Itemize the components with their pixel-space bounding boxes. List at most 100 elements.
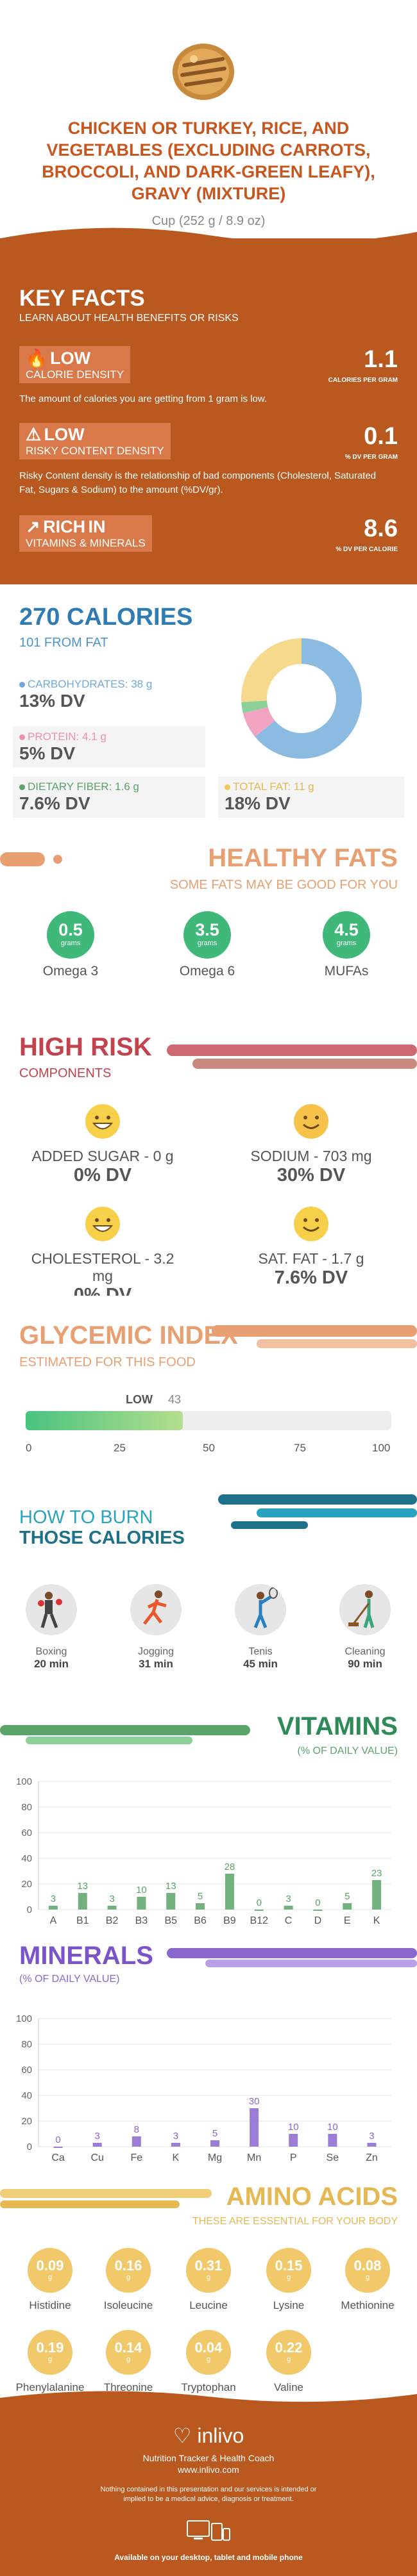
x-tick-label: B3 [135,1915,148,1926]
valine-value: 0.22 [275,2340,303,2356]
fat-circle: 4.5 grams [323,911,370,959]
vitamins-minerals-unit: % DV PER CALORIE [336,546,398,553]
heart-icon: ♡ [173,2424,192,2447]
vitamins-title: VITAMINS [277,1712,398,1740]
high-risk-title: HIGH RISK [19,1033,152,1061]
phenylalanine-value: 0.19 [36,2340,64,2356]
x-tick-label: C [285,1915,293,1926]
omega6-unit: grams [197,939,217,947]
minerals-title: MINERALS [19,1942,153,1970]
lysine-value: 0.15 [275,2258,303,2274]
x-tick-label: Mn [247,2152,261,2163]
amino-histidine: 0.09 g Histidine [12,2248,89,2312]
fire-icon: 🔥 [26,349,47,368]
glycemic-level: LOW [126,1393,153,1406]
glycemic-bar [26,1411,391,1430]
smile-face-icon [294,1104,328,1139]
decorative-banner [0,2189,212,2208]
histidine-name: Histidine [29,2299,71,2311]
amino-circle: 0.19 g [28,2330,72,2375]
vitamins-minerals-level: RICH [43,517,86,536]
x-tick-label: D [314,1915,322,1926]
amino-unit: g [47,2356,53,2363]
valine-name: Valine [274,2381,303,2393]
sodium-dv: 30% DV [277,1165,346,1185]
decorative-banner [167,1044,417,1069]
dumbbell-icon: ↗ [26,517,40,536]
omega3-unit: grams [60,939,81,947]
bar-value-label: 10 [327,2122,338,2133]
burn-title-2: THOSE CALORIES [19,1528,185,1548]
fat-mufas: 4.5 grams MUFAs [308,911,385,979]
isoleucine-name: Isoleucine [103,2299,153,2311]
y-tick-label: 0 [27,1904,32,1915]
mufas-unit: grams [336,939,357,947]
footer-tagline: Nutrition Tracker & Health Coach [142,2453,275,2463]
risk-cholesterol: CHOLESTEROL - 3.2 mg 0% DV [19,1206,186,1306]
amino-circle: 0.22 g [266,2330,311,2375]
y-tick-label: 40 [21,2090,32,2101]
bar-B6 [196,1903,205,1910]
amino-unit: g [206,2356,211,2363]
decorative-banner [167,1948,417,1967]
added-sugar-dv: 0% DV [73,1165,132,1185]
cleaning-minutes: 90 min [348,1658,382,1670]
vitamins-minerals-tag: ↗ RICH IN VITAMINS & MINERALS [19,515,152,552]
key-facts-subtitle: LEARN ABOUT HEALTH BENEFITS OR RISKS [19,313,239,324]
bar-value-label: 3 [173,2131,178,2142]
amino-tryptophan: 0.04 g Tryptophan [170,2330,247,2394]
x-tick-label: E [344,1915,351,1926]
risky-density-unit: % DV PER GRAM [345,454,398,461]
smile-face-icon [294,1207,328,1241]
vitamins-section: VITAMINS (% OF DAILY VALUE) 0 20 40 60 80 100… [0,1705,417,1942]
devices-icon [187,2520,230,2541]
calorie-density-label: CALORIE DENSITY [26,368,124,381]
x-tick-label: A [50,1915,57,1926]
y-tick-label: 80 [21,1802,32,1813]
fat-label: TOTAL FAT: 11 g [233,780,314,793]
bar-value-label: 3 [51,1894,56,1904]
minerals-subtitle: (% OF DAILY VALUE) [19,1974,120,1985]
x-tick-label: K [373,1915,380,1926]
bar-Mn [250,2108,259,2147]
risk-sodium: SODIUM - 703 mg 30% DV [228,1103,395,1186]
leucine-value: 0.31 [194,2258,223,2274]
calorie-density-level: LOW [50,349,91,368]
amino-unit: g [126,2274,131,2281]
footer-logo[interactable]: ♡ inlivo [0,2423,417,2448]
risky-density-tag: ⚠ LOW RISKY CONTENT DENSITY [19,423,171,459]
decorative-banner [212,1325,417,1348]
x-tick-label: Ca [51,2152,65,2163]
amino-circle: 0.16 g [106,2248,151,2293]
bullet-icon [19,784,25,790]
bullet-icon [19,682,25,688]
macro-protein: PROTEIN: 4.1 g 5% DV [13,727,205,768]
glycemic-tick: 50 [203,1442,215,1454]
fiber-label: DIETARY FIBER: 1.6 g [28,780,139,793]
boxing-minutes: 20 min [34,1658,69,1670]
x-tick-label: Zn [366,2152,378,2163]
boxer-icon [26,1584,77,1635]
risky-density-desc: Risky Content density is the relationshi… [19,470,377,495]
macro-carbohydrates: CARBOHYDRATES: 38 g 13% DV [13,674,205,715]
footer-url[interactable]: www.inlivo.com [178,2465,239,2475]
methionine-name: Methionine [341,2299,395,2311]
grin-face-icon [85,1207,120,1241]
bar-B5 [166,1893,176,1910]
decorative-banner [0,1725,250,1744]
amino-isoleucine: 0.16 g Isoleucine [90,2248,167,2312]
bar-Cu [92,2143,102,2147]
bar-B9 [225,1874,234,1910]
x-tick-label: P [290,2152,297,2163]
macro-fiber: DIETARY FIBER: 1.6 g 7.6% DV [13,777,205,818]
x-tick-label: Fe [130,2152,142,2163]
bar-value-label: 3 [94,2131,99,2142]
amino-acids-subtitle: THESE ARE ESSENTIAL FOR YOUR BODY [192,2216,398,2227]
mufas-value: 4.5 [334,920,359,939]
glycemic-subtitle: ESTIMATED FOR THIS FOOD [19,1355,196,1369]
y-tick-label: 60 [21,2065,32,2076]
sodium-label: SODIUM - 703 mg [250,1148,372,1164]
glycemic-bar-fill [26,1411,183,1430]
carbohydrates-label: CARBOHYDRATES: 38 g [28,678,153,690]
vitamins-minerals-label: VITAMINS & MINERALS [26,537,146,549]
